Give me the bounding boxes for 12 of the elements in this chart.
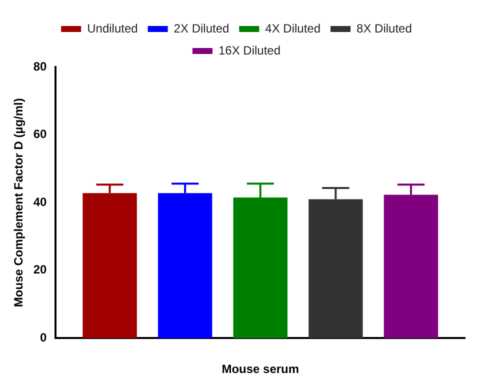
y-tick-label: 40 [33, 194, 48, 209]
y-tick-label: 20 [33, 262, 48, 277]
y-tick-label: 80 [33, 59, 48, 74]
legend-label: 16X Diluted [218, 43, 281, 58]
y-tick-label: 60 [33, 127, 48, 142]
legend-label: 2X Diluted [174, 21, 230, 36]
x-axis-title: Mouse serum [222, 362, 300, 376]
legend-label: Undiluted [87, 21, 138, 36]
y-axis-title: Mouse Complement Factor D (µg/ml) [12, 98, 26, 308]
y-tick-label: 0 [40, 330, 48, 345]
legend-label: 4X Diluted [265, 21, 321, 36]
legend-label: 8X Diluted [356, 21, 412, 36]
